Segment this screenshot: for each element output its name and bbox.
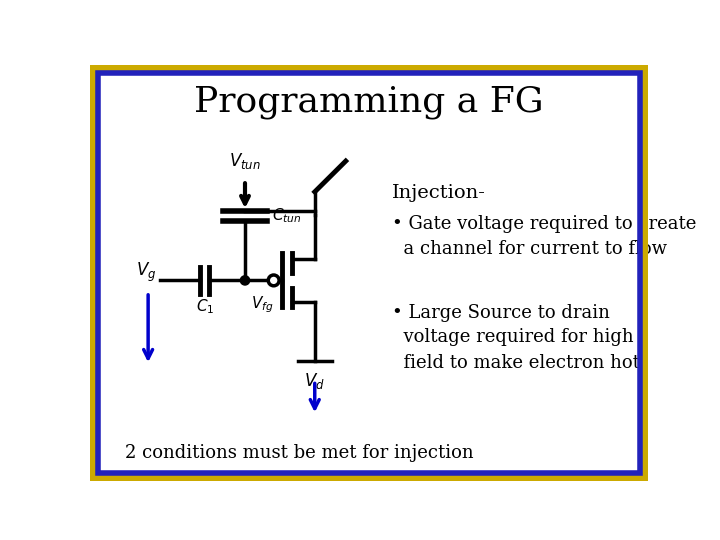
Text: $V_{fg}$: $V_{fg}$	[251, 294, 274, 315]
Text: $C_1$: $C_1$	[196, 298, 214, 316]
Text: Injection-: Injection-	[392, 184, 486, 202]
Text: $V_d$: $V_d$	[305, 372, 325, 392]
Text: • Large Source to drain
  voltage required for high
  field to make electron hot: • Large Source to drain voltage required…	[392, 303, 640, 372]
Text: Programming a FG: Programming a FG	[194, 85, 544, 119]
Text: $C_{tun}$: $C_{tun}$	[272, 207, 302, 226]
Circle shape	[269, 275, 279, 286]
Text: 2 conditions must be met for injection: 2 conditions must be met for injection	[125, 444, 474, 462]
Text: $V_{tun}$: $V_{tun}$	[229, 151, 261, 171]
Circle shape	[240, 276, 250, 285]
Text: $V_g$: $V_g$	[135, 261, 156, 284]
Text: • Gate voltage required to create
  a channel for current to flow: • Gate voltage required to create a chan…	[392, 215, 697, 258]
